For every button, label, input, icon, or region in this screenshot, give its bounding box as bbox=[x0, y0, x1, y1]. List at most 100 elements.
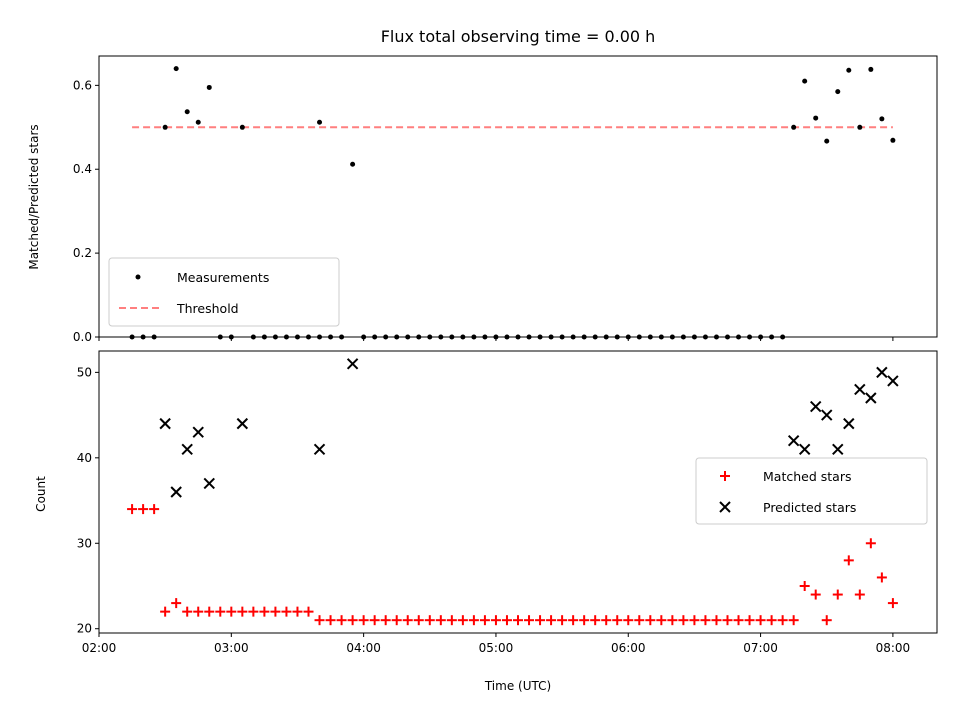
matched-stars-point bbox=[590, 615, 601, 626]
matched-stars-point bbox=[579, 615, 590, 626]
bottom-panel: Count Time (UTC) 20 30 40 50 02:00 03:00 04:0… bbox=[34, 350, 938, 693]
matched-stars-point bbox=[457, 615, 468, 626]
measurement-point bbox=[669, 334, 675, 340]
bottom-legend-box bbox=[695, 457, 928, 525]
bottom-plot-area bbox=[127, 358, 899, 626]
measurement-point bbox=[405, 334, 411, 340]
measurement-point bbox=[647, 334, 653, 340]
measurement-point bbox=[228, 334, 234, 340]
measurement-point bbox=[317, 334, 323, 340]
measurement-point bbox=[504, 334, 510, 340]
matched-stars-point bbox=[865, 538, 876, 549]
measurement-point bbox=[438, 334, 444, 340]
measurement-point bbox=[416, 334, 422, 340]
predicted-stars-point bbox=[876, 366, 888, 379]
predicted-stars-point bbox=[832, 443, 844, 455]
matched-stars-point bbox=[744, 615, 755, 626]
matched-stars-point bbox=[468, 615, 479, 626]
matched-stars-point bbox=[215, 606, 226, 617]
matched-stars-point bbox=[248, 606, 259, 617]
measurement-point bbox=[471, 334, 477, 340]
matched-stars-point bbox=[435, 615, 446, 626]
matched-stars-point bbox=[887, 598, 898, 609]
matched-stars-point bbox=[336, 615, 347, 626]
matched-stars-point bbox=[557, 615, 568, 626]
matched-stars-point bbox=[226, 606, 237, 617]
legend-predicted-marker bbox=[719, 501, 731, 513]
matched-stars-point bbox=[281, 606, 292, 617]
x-tick-label: 06:00 bbox=[611, 641, 646, 655]
measurement-point bbox=[614, 334, 620, 340]
matched-stars-point bbox=[810, 589, 821, 600]
matched-stars-point bbox=[755, 615, 766, 626]
measurement-point bbox=[758, 334, 764, 340]
predicted-stars-point bbox=[170, 486, 182, 498]
predicted-stars-point bbox=[313, 443, 326, 455]
measurement-point bbox=[449, 334, 455, 340]
legend-predicted-label: Predicted stars bbox=[763, 500, 856, 515]
matched-stars-point bbox=[700, 615, 711, 626]
matched-stars-point bbox=[424, 615, 435, 626]
bottom-legend: Matched stars Predicted stars bbox=[695, 457, 928, 525]
measurement-point bbox=[184, 109, 190, 115]
bottom-y-axis-label: Count bbox=[34, 476, 48, 512]
measurement-point bbox=[195, 119, 201, 125]
measurement-point bbox=[515, 334, 521, 340]
matched-stars-point bbox=[722, 615, 733, 626]
matched-stars-point bbox=[347, 615, 358, 626]
matched-stars-point bbox=[303, 606, 314, 617]
x-tick-label: 05:00 bbox=[479, 641, 514, 655]
matched-stars-point bbox=[832, 589, 843, 600]
measurement-point bbox=[526, 334, 532, 340]
top-plot-area bbox=[129, 66, 896, 340]
top-legend-box bbox=[108, 257, 340, 327]
matched-stars-point bbox=[160, 606, 171, 617]
measurement-point bbox=[294, 334, 300, 340]
measurement-point bbox=[769, 334, 775, 340]
measurement-point bbox=[272, 334, 278, 340]
measurement-point bbox=[835, 89, 841, 95]
measurement-point bbox=[725, 334, 730, 340]
measurement-point bbox=[636, 334, 642, 340]
matched-stars-point bbox=[799, 581, 810, 591]
matched-stars-point bbox=[391, 615, 402, 626]
matched-stars-point bbox=[270, 606, 281, 617]
matched-stars-point bbox=[711, 615, 722, 626]
measurement-point bbox=[261, 334, 267, 340]
measurement-point bbox=[151, 334, 157, 340]
predicted-stars-point bbox=[843, 417, 855, 430]
bottom-y-ticks: 20 30 40 50 bbox=[77, 365, 99, 636]
measurement-point bbox=[317, 119, 323, 125]
predicted-stars-point bbox=[787, 435, 800, 447]
legend-threshold-label: Threshold bbox=[176, 301, 239, 316]
x-tick-label: 03:00 bbox=[214, 641, 249, 655]
matched-stars-point bbox=[623, 615, 634, 626]
x-axis-label: Time (UTC) bbox=[484, 679, 551, 693]
top-y-axis-label: Matched/Predicted stars bbox=[27, 124, 41, 269]
matched-stars-point bbox=[777, 615, 788, 626]
measurement-point bbox=[306, 334, 311, 340]
measurement-point bbox=[603, 334, 609, 340]
measurement-point bbox=[559, 334, 565, 340]
chart-title: Flux total observing time = 0.00 h bbox=[381, 27, 656, 46]
top-y-tick-label: 0.6 bbox=[73, 78, 92, 92]
measurement-point bbox=[846, 67, 852, 73]
matched-stars-point bbox=[788, 615, 799, 626]
measurement-point bbox=[250, 334, 256, 340]
matched-stars-point bbox=[501, 615, 512, 626]
measurement-point bbox=[857, 124, 863, 130]
measurement-point bbox=[482, 334, 488, 340]
top-y-tick-label: 0.0 bbox=[73, 330, 92, 344]
measurement-point bbox=[802, 78, 808, 84]
measurement-point bbox=[879, 116, 885, 122]
matched-stars-point bbox=[358, 615, 369, 626]
measurement-point bbox=[548, 334, 554, 340]
measurement-point bbox=[713, 334, 719, 340]
legend-measurements-marker bbox=[135, 274, 141, 280]
predicted-stars-point bbox=[181, 443, 193, 455]
measurement-point bbox=[747, 334, 753, 340]
matched-stars-point bbox=[634, 615, 645, 626]
matched-stars-point bbox=[237, 606, 248, 617]
matched-stars-point bbox=[656, 615, 667, 626]
matched-stars-point bbox=[369, 615, 380, 626]
